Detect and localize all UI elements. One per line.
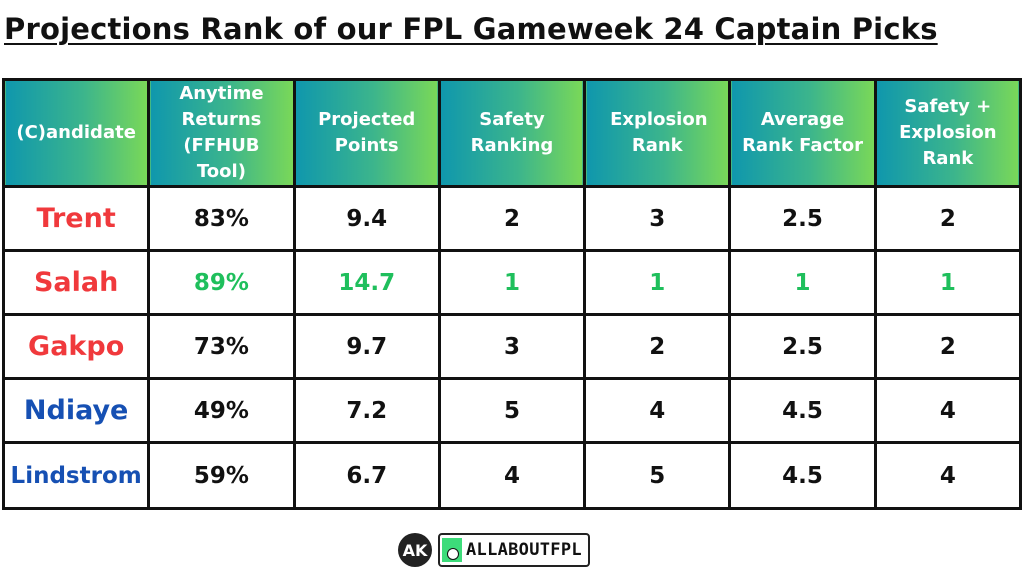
average-rank-factor: 2.5: [728, 185, 877, 252]
explosion-rank: 2: [583, 313, 732, 380]
football-boot-icon: [442, 538, 462, 562]
header-projected-points: Projected Points: [292, 78, 441, 188]
candidate-name: Ndiaye: [1, 377, 151, 444]
safety-explosion-rank: 4: [873, 441, 1023, 510]
allaboutfpl-logo: ALLABOUTFPL: [438, 533, 590, 567]
average-rank-factor: 2.5: [728, 313, 877, 380]
projected-points: 9.4: [292, 185, 441, 252]
explosion-rank: 3: [583, 185, 732, 252]
average-rank-factor: 4.5: [728, 441, 877, 510]
candidate-name: Lindstrom: [1, 441, 151, 510]
header-safety-explosion-rank: Safety + Explosion Rank: [873, 78, 1023, 188]
projected-points: 7.2: [292, 377, 441, 444]
captain-picks-table: (C)andidate Anytime Returns (FFHUB Tool)…: [1, 78, 1023, 510]
safety-ranking: 4: [437, 441, 587, 510]
footer-branding: AK ALLABOUTFPL: [398, 533, 590, 567]
explosion-rank: 5: [583, 441, 732, 510]
header-anytime-returns: Anytime Returns (FFHUB Tool): [147, 78, 296, 188]
explosion-rank: 1: [583, 249, 732, 316]
table-row: Gakpo 73% 9.7 3 2 2.5 2: [1, 313, 1023, 380]
safety-explosion-rank: 1: [873, 249, 1023, 316]
table-row: Lindstrom 59% 6.7 4 5 4.5 4: [1, 441, 1023, 510]
average-rank-factor: 1: [728, 249, 877, 316]
candidate-name: Trent: [1, 185, 151, 252]
anytime-returns: 49%: [147, 377, 296, 444]
projected-points: 14.7: [292, 249, 441, 316]
anytime-returns: 83%: [147, 185, 296, 252]
header-explosion-rank: Explosion Rank: [583, 78, 732, 188]
safety-ranking: 5: [437, 377, 587, 444]
anytime-returns: 89%: [147, 249, 296, 316]
average-rank-factor: 4.5: [728, 377, 877, 444]
safety-ranking: 2: [437, 185, 587, 252]
safety-ranking: 1: [437, 249, 587, 316]
table-row: Ndiaye 49% 7.2 5 4 4.5 4: [1, 377, 1023, 444]
projected-points: 9.7: [292, 313, 441, 380]
explosion-rank: 4: [583, 377, 732, 444]
safety-explosion-rank: 2: [873, 313, 1023, 380]
header-safety-ranking: Safety Ranking: [437, 78, 587, 188]
safety-ranking: 3: [437, 313, 587, 380]
brand-name: ALLABOUTFPL: [466, 540, 582, 560]
candidate-name: Gakpo: [1, 313, 151, 380]
header-row: (C)andidate Anytime Returns (FFHUB Tool)…: [1, 78, 1023, 188]
anytime-returns: 73%: [147, 313, 296, 380]
table-row: Trent 83% 9.4 2 3 2.5 2: [1, 185, 1023, 252]
ak-monogram-logo: AK: [398, 533, 432, 567]
safety-explosion-rank: 2: [873, 185, 1023, 252]
table-row: Salah 89% 14.7 1 1 1 1: [1, 249, 1023, 316]
page-title: Projections Rank of our FPL Gameweek 24 …: [4, 12, 938, 46]
anytime-returns: 59%: [147, 441, 296, 510]
header-candidate: (C)andidate: [1, 78, 151, 188]
projected-points: 6.7: [292, 441, 441, 510]
candidate-name: Salah: [1, 249, 151, 316]
header-average-rank-factor: Average Rank Factor: [728, 78, 877, 188]
safety-explosion-rank: 4: [873, 377, 1023, 444]
